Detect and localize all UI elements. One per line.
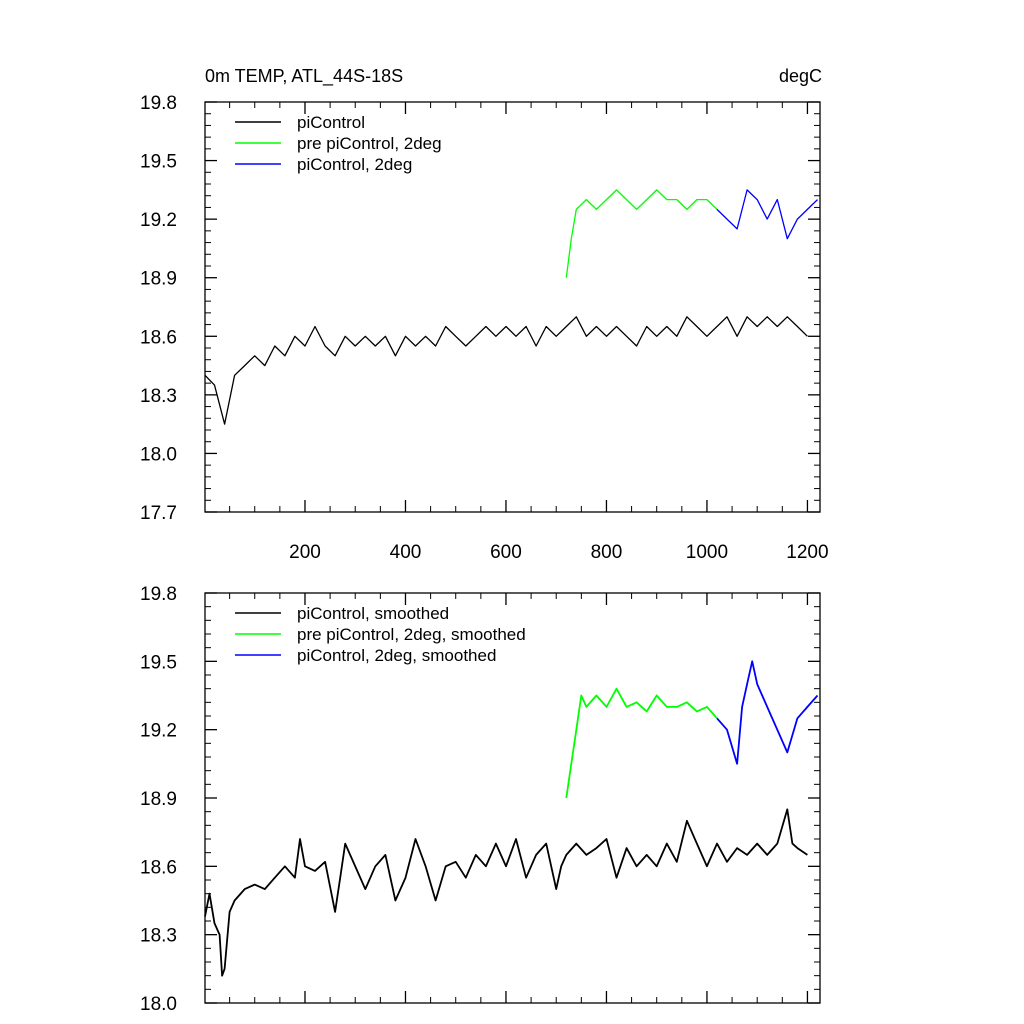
- top-series-line-2: [716, 189, 818, 240]
- bottom-series-line-1: [565, 687, 718, 799]
- bottom-series-group: [204, 660, 819, 977]
- bottom-legend-label: piControl, smoothed: [297, 604, 449, 623]
- top-xtick-label: 1000: [686, 542, 728, 563]
- top-panel: 0m TEMP, ATL_44S-18S degC 17.7 18.0 18.3 18…: [140, 66, 829, 563]
- top-tick-group: 17.7 18.0 18.3 18.6 18.9 19.2 19.5 19.8 200 400 60…: [140, 93, 829, 563]
- top-series-group: [204, 189, 818, 425]
- top-legend-label: pre piControl, 2deg: [297, 134, 442, 153]
- top-plot-frame: [204, 101, 821, 513]
- top-chart-title: 0m TEMP, ATL_44S-18S: [205, 66, 403, 87]
- bottom-ytick-label: 19.5: [140, 652, 177, 673]
- top-ytick-label: 17.7: [140, 503, 177, 524]
- top-ytick-label: 18.3: [140, 386, 177, 407]
- top-ytick-label: 18.6: [140, 327, 177, 348]
- bottom-ytick-label: 19.2: [140, 721, 177, 742]
- top-xtick-label: 400: [390, 542, 422, 563]
- bottom-panel: 18.0 18.3 18.6 18.9 19.2 19.5 19.8 piControl, …: [140, 584, 821, 1015]
- bottom-legend: piControl, smoothed pre piControl, 2deg, …: [235, 604, 526, 665]
- bottom-ytick-label: 18.9: [140, 789, 177, 810]
- top-xtick-label: 800: [591, 542, 623, 563]
- bottom-ytick-label: 19.8: [140, 584, 177, 605]
- bottom-tick-group: 18.0 18.3 18.6 18.9 19.2 19.5 19.8: [140, 584, 820, 1015]
- bottom-ytick-label: 18.0: [140, 994, 177, 1015]
- top-legend-label: piControl: [297, 113, 365, 132]
- top-ytick-label: 19.5: [140, 152, 177, 173]
- top-series-line-1: [565, 189, 718, 278]
- top-legend-label: piControl, 2deg: [297, 155, 412, 174]
- top-ytick-label: 19.8: [140, 93, 177, 114]
- top-legend: piControl pre piControl, 2deg piControl, 2…: [235, 113, 442, 174]
- top-xtick-label: 1200: [786, 542, 828, 563]
- top-xtick-label: 600: [490, 542, 522, 563]
- top-xtick-label: 200: [289, 542, 321, 563]
- bottom-series-line-2: [716, 660, 819, 765]
- top-chart-units: degC: [779, 66, 822, 86]
- top-series-line-0: [204, 316, 808, 425]
- bottom-series-line-0: [204, 808, 808, 977]
- bottom-legend-label: piControl, 2deg, smoothed: [297, 646, 496, 665]
- bottom-ytick-label: 18.6: [140, 857, 177, 878]
- top-ytick-label: 19.2: [140, 210, 177, 231]
- top-ytick-label: 18.9: [140, 269, 177, 290]
- bottom-ytick-label: 18.3: [140, 926, 177, 947]
- bottom-legend-label: pre piControl, 2deg, smoothed: [297, 625, 526, 644]
- top-ytick-label: 18.0: [140, 444, 177, 465]
